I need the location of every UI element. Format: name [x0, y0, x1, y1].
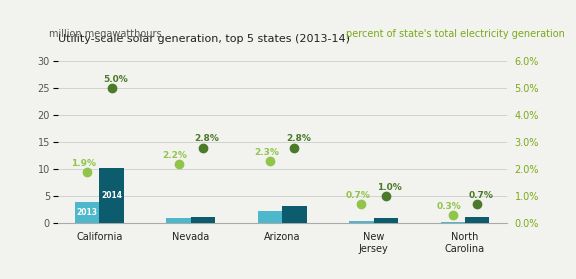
Text: 0.3%: 0.3% [437, 202, 461, 211]
Text: 2.8%: 2.8% [286, 134, 310, 143]
Text: 1.9%: 1.9% [71, 159, 96, 168]
Text: 2014: 2014 [101, 191, 122, 200]
Bar [349, 220, 374, 223]
Text: 2.2%: 2.2% [162, 151, 187, 160]
Bar [100, 168, 124, 223]
Bar [166, 218, 191, 223]
Bar [191, 217, 215, 223]
Bar [258, 211, 282, 223]
Text: Utility-scale solar generation, top 5 states (2013-14): Utility-scale solar generation, top 5 st… [58, 34, 350, 44]
Bar [441, 222, 465, 223]
Bar [374, 218, 398, 223]
Text: million megawatthours: million megawatthours [49, 29, 162, 39]
Text: 5.0%: 5.0% [103, 75, 128, 84]
Text: 2.8%: 2.8% [195, 134, 219, 143]
Bar [282, 206, 306, 223]
Text: 1.0%: 1.0% [377, 183, 402, 192]
Text: percent of state's total electricity generation: percent of state's total electricity gen… [346, 29, 564, 39]
Text: 0.7%: 0.7% [345, 191, 370, 200]
Text: 2013: 2013 [77, 208, 98, 217]
Bar [75, 202, 100, 223]
Bar [465, 217, 490, 223]
Text: 0.7%: 0.7% [468, 191, 494, 200]
Text: 2.3%: 2.3% [254, 148, 279, 157]
